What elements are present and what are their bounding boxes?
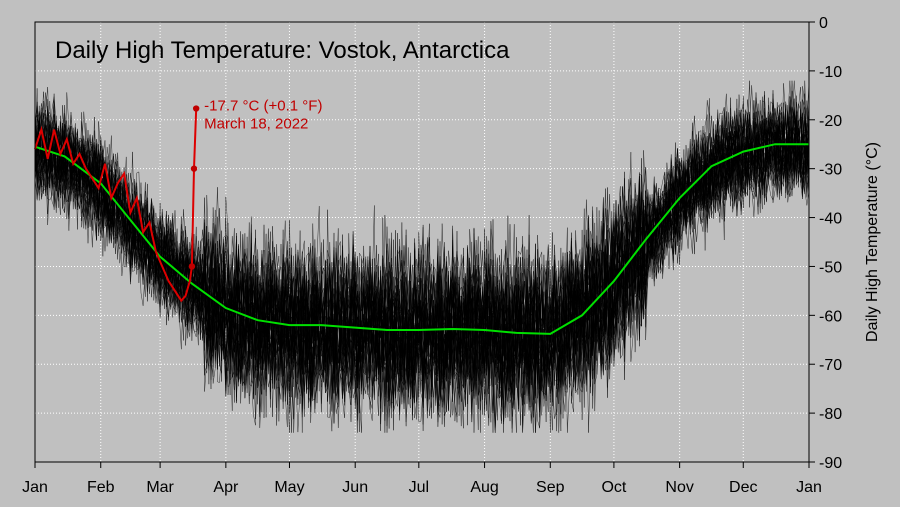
historical-trace <box>34 101 810 433</box>
x-tick-label: Dec <box>729 479 757 496</box>
y-tick-label: -80 <box>819 406 842 423</box>
x-tick-label: Oct <box>601 479 626 496</box>
chart-title: Daily High Temperature: Vostok, Antarcti… <box>55 37 510 64</box>
annotation: -17.7 °C (+0.1 °F)March 18, 2022 <box>188 98 322 270</box>
x-tick-label: May <box>274 479 304 496</box>
historical-trace <box>34 98 810 427</box>
annotation-line1: -17.7 °C (+0.1 °F) <box>204 98 322 115</box>
x-tick-label: Apr <box>213 479 239 496</box>
annotation-line2: March 18, 2022 <box>204 116 308 133</box>
plot-frame <box>34 21 810 463</box>
x-tick-label: Sep <box>536 479 565 496</box>
historical-trace <box>34 96 810 433</box>
annotation-marker <box>192 105 200 112</box>
series-layer <box>34 108 809 335</box>
x-tick-label: Mar <box>146 479 174 496</box>
x-tick-label: Jul <box>409 479 429 496</box>
y-tick-label: -30 <box>819 162 842 179</box>
historical-trace <box>34 113 810 421</box>
x-tick-label: Jun <box>342 479 368 496</box>
x-tick-label: Jan <box>796 479 822 496</box>
y-tick-label: -90 <box>819 455 842 472</box>
y-tick-label: 0 <box>819 15 828 32</box>
y-tick-label: -20 <box>819 113 842 130</box>
annotation-marker <box>188 263 196 270</box>
y-axis-label: Daily High Temperature (°C) <box>864 142 881 342</box>
y-tick-label: -70 <box>819 357 842 374</box>
y-tick-label: -10 <box>819 64 842 81</box>
x-tick-label: Feb <box>87 479 115 496</box>
x-axis: Jan Feb Mar Apr May Jun Jul Aug Sep Oct Nov Dec Jan <box>22 462 822 496</box>
y-tick-label: -50 <box>819 259 842 276</box>
x-tick-label: Aug <box>470 479 498 496</box>
x-tick-label: Jan <box>22 479 48 496</box>
series-line-2022 <box>34 108 198 303</box>
y-tick-label: -60 <box>819 308 842 325</box>
series-line-climatology-mean <box>34 143 809 335</box>
y-axis: 0 -10 -20 -30 -40 -50 -60 -70 -80 -90 <box>809 15 842 472</box>
annotation-marker <box>190 165 198 172</box>
x-tick-label: Nov <box>665 479 693 496</box>
y-tick-label: -40 <box>819 211 842 228</box>
